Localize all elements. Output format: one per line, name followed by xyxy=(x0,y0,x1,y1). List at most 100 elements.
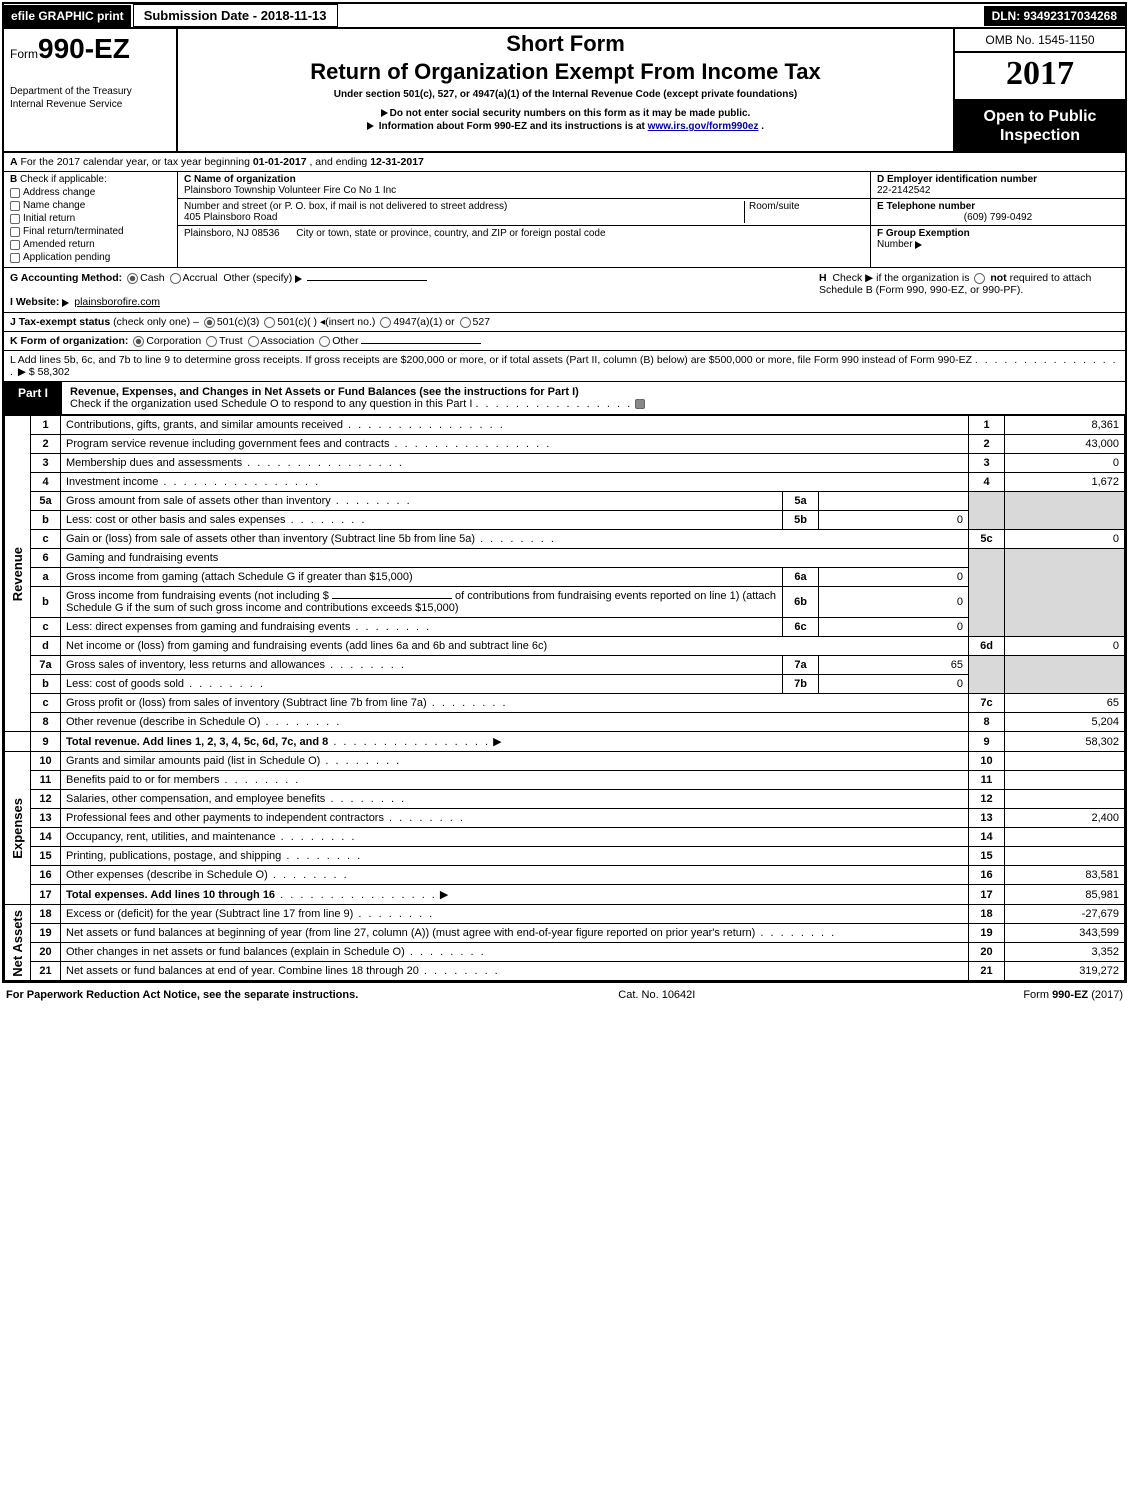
line-6b-innum: 6b xyxy=(783,587,819,618)
line-16-box: 16 xyxy=(969,866,1005,885)
j-hint: (check only one) – xyxy=(113,316,199,328)
line-6c-innum: 6c xyxy=(783,618,819,637)
checkbox-address-change[interactable] xyxy=(10,188,20,198)
line-15-desc: Printing, publications, postage, and shi… xyxy=(66,850,362,862)
line-7a-desc: Gross sales of inventory, less returns a… xyxy=(66,659,406,671)
line-8-desc: Other revenue (describe in Schedule O) xyxy=(66,716,341,728)
other-specify: Other (specify) xyxy=(223,272,292,284)
info-text-pre: Information about Form 990-EZ and its in… xyxy=(379,121,648,132)
line-6d-val: 0 xyxy=(1005,637,1125,656)
line-4-desc: Investment income xyxy=(66,476,320,488)
line-7c-desc: Gross profit or (loss) from sales of inv… xyxy=(66,697,427,709)
line-14-box: 14 xyxy=(969,828,1005,847)
opt-name-change: Name change xyxy=(23,200,85,211)
line-5a-desc: Gross amount from sale of assets other t… xyxy=(66,495,412,507)
opt-501c3: 501(c)(3) xyxy=(217,316,260,328)
checkbox-final-return[interactable] xyxy=(10,227,20,237)
j-label: J Tax-exempt status xyxy=(10,316,110,328)
c-label: C Name of organization xyxy=(184,174,296,185)
opt-trust: Trust xyxy=(219,335,243,347)
check-if-applicable: Check if applicable: xyxy=(20,174,107,185)
opt-501c: 501(c)( ) ◂(insert no.) xyxy=(277,316,375,328)
line-21-box: 21 xyxy=(969,962,1005,981)
omb-number: OMB No. 1545-1150 xyxy=(955,29,1125,53)
line-1-box: 1 xyxy=(969,416,1005,435)
radio-trust[interactable] xyxy=(206,336,217,347)
paperwork-notice: For Paperwork Reduction Act Notice, see … xyxy=(6,989,358,1001)
irs-label: Internal Revenue Service xyxy=(10,98,170,111)
line-7b-innum: 7b xyxy=(783,675,819,694)
k-label: K Form of organization: xyxy=(10,335,128,347)
website-value[interactable]: plainsborofire.com xyxy=(74,296,160,308)
line-7c-num: c xyxy=(31,694,61,713)
d-ein-value: 22-2142542 xyxy=(877,185,930,196)
submission-date: Submission Date - 2018-11-13 xyxy=(133,4,338,27)
line-5a-innum: 5a xyxy=(783,492,819,511)
line-6b-num: b xyxy=(31,587,61,618)
h-label: H xyxy=(819,272,827,284)
other-specify-input[interactable] xyxy=(307,280,427,281)
line-17-box: 17 xyxy=(969,885,1005,905)
i-website-label: I Website: xyxy=(10,296,59,308)
line-17-val: 85,981 xyxy=(1005,885,1125,905)
line-10-num: 10 xyxy=(31,752,61,771)
tax-year-end: 12-31-2017 xyxy=(370,156,424,168)
line-6b-amount-input[interactable] xyxy=(332,598,452,599)
line-20-num: 20 xyxy=(31,943,61,962)
arrow-icon xyxy=(367,122,374,130)
line-6d-box: 6d xyxy=(969,637,1005,656)
checkbox-amended-return[interactable] xyxy=(10,240,20,250)
inspection-label: Inspection xyxy=(957,126,1123,145)
schedule-o-check[interactable] xyxy=(635,399,645,409)
radio-501c[interactable] xyxy=(264,317,275,328)
ssn-warning: Do not enter social security numbers on … xyxy=(390,108,751,119)
footer-form-post: (2017) xyxy=(1091,989,1123,1001)
opt-final-return: Final return/terminated xyxy=(23,226,124,237)
k-other-input[interactable] xyxy=(361,343,481,344)
radio-accrual[interactable] xyxy=(170,273,181,284)
line-5a-inval xyxy=(819,492,969,511)
opt-corporation: Corporation xyxy=(146,335,201,347)
radio-other[interactable] xyxy=(319,336,330,347)
line-17-desc: Total expenses. Add lines 10 through 16 xyxy=(66,889,275,901)
radio-4947[interactable] xyxy=(380,317,391,328)
line-9-desc: Total revenue. Add lines 1, 2, 3, 4, 5c,… xyxy=(66,736,328,748)
line-12-num: 12 xyxy=(31,790,61,809)
line-20-desc: Other changes in net assets or fund bala… xyxy=(66,946,486,958)
efile-print-button[interactable]: efile GRAPHIC print xyxy=(4,5,131,27)
line-18-num: 18 xyxy=(31,905,61,924)
line-10-box: 10 xyxy=(969,752,1005,771)
checkbox-application-pending[interactable] xyxy=(10,253,20,263)
opt-527: 527 xyxy=(473,316,491,328)
line-6-num: 6 xyxy=(31,549,61,568)
line-14-num: 14 xyxy=(31,828,61,847)
radio-501c3[interactable] xyxy=(204,317,215,328)
irs-link[interactable]: www.irs.gov/form990ez xyxy=(648,121,759,132)
line-13-val: 2,400 xyxy=(1005,809,1125,828)
radio-527[interactable] xyxy=(460,317,471,328)
org-name: Plainsboro Township Volunteer Fire Co No… xyxy=(184,185,396,196)
opt-accrual: Accrual xyxy=(183,272,218,284)
checkbox-initial-return[interactable] xyxy=(10,214,20,224)
line-16-num: 16 xyxy=(31,866,61,885)
radio-association[interactable] xyxy=(248,336,259,347)
radio-cash[interactable] xyxy=(127,273,138,284)
line-1-val: 8,361 xyxy=(1005,416,1125,435)
opt-application-pending: Application pending xyxy=(23,252,110,263)
line-2-num: 2 xyxy=(31,435,61,454)
line-11-num: 11 xyxy=(31,771,61,790)
line-6d-num: d xyxy=(31,637,61,656)
opt-association: Association xyxy=(261,335,315,347)
line-5b-desc: Less: cost or other basis and sales expe… xyxy=(66,514,366,526)
line-6a-innum: 6a xyxy=(783,568,819,587)
line-19-val: 343,599 xyxy=(1005,924,1125,943)
radio-corporation[interactable] xyxy=(133,336,144,347)
line-6c-inval: 0 xyxy=(819,618,969,637)
checkbox-schedule-b[interactable] xyxy=(974,273,985,284)
f-group-exemption-number-label: Number xyxy=(877,239,913,250)
checkbox-name-change[interactable] xyxy=(10,201,20,211)
side-net-assets: Net Assets xyxy=(10,910,25,977)
line-6c-desc: Less: direct expenses from gaming and fu… xyxy=(66,621,431,633)
line-3-box: 3 xyxy=(969,454,1005,473)
part-i-label: Part I xyxy=(4,382,62,414)
